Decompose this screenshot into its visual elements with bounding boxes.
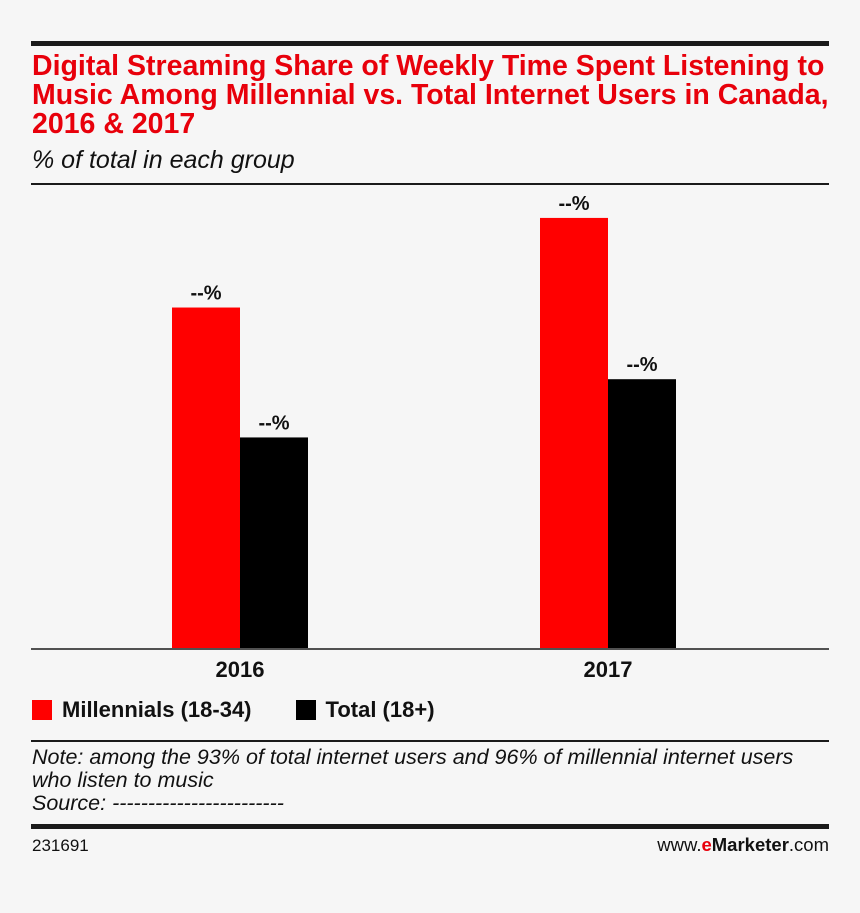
- data-label-2016-total: --%: [258, 412, 289, 434]
- legend: Millennials (18-34) Total (18+): [32, 697, 479, 723]
- legend-label-total: Total (18+): [325, 697, 435, 722]
- x-tick-label-2017: 2017: [584, 657, 633, 682]
- chart-subtitle: % of total in each group: [32, 146, 295, 174]
- brand-marketer: Marketer: [711, 834, 789, 855]
- legend-label-millennials: Millennials (18-34): [62, 697, 252, 722]
- data-label-2016-millennials: --%: [190, 283, 221, 305]
- emarketer-logo: www.eMarketer.com: [657, 834, 829, 856]
- legend-swatch-millennials: [32, 700, 52, 720]
- brand-e: e: [701, 834, 712, 855]
- brand-prefix: www.: [657, 834, 702, 855]
- legend-rule: [31, 740, 829, 742]
- chart-note: Note: among the 93% of total internet us…: [32, 746, 832, 815]
- bar-2016-total: [240, 437, 308, 648]
- source-text: Source: ------------------------: [32, 791, 284, 815]
- x-tick-label-2016: 2016: [216, 657, 265, 682]
- data-label-2017-total: --%: [626, 354, 657, 376]
- bar-2017-millennials: [540, 217, 608, 649]
- brand-suffix: .com: [788, 834, 829, 855]
- top-rule: [31, 41, 829, 46]
- bar-2017-total: [608, 379, 676, 648]
- footer-rule: [31, 824, 829, 829]
- note-text: Note: among the 93% of total internet us…: [32, 745, 794, 792]
- header-rule: [31, 183, 829, 185]
- chart-id: 231691: [32, 836, 89, 855]
- data-label-2017-millennials: --%: [558, 193, 589, 215]
- legend-item-millennials: Millennials (18-34): [32, 697, 252, 723]
- bar-chart: --% --% 2016 --% --% 2017: [31, 193, 829, 682]
- legend-swatch-total: [295, 700, 316, 720]
- bar-2016-millennials: [172, 307, 240, 648]
- chart-title: Digital Streaming Share of Weekly Time S…: [32, 50, 829, 140]
- legend-item-total: Total (18+): [295, 697, 435, 723]
